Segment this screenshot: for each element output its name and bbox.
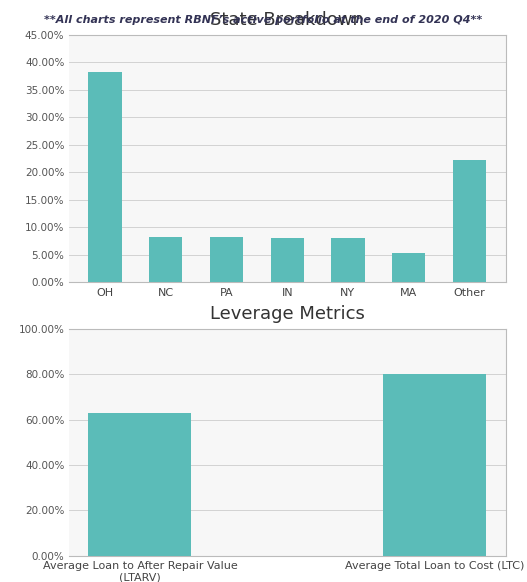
Title: Leverage Metrics: Leverage Metrics [210, 305, 365, 323]
Bar [392, 253, 425, 282]
Bar [383, 374, 486, 556]
Bar [89, 72, 122, 282]
Title: State Breakdown: State Breakdown [210, 11, 364, 29]
Bar [149, 237, 182, 282]
Bar [210, 237, 243, 282]
Text: **All charts represent RBNF’s active portfolio at the end of 2020 Q4**: **All charts represent RBNF’s active por… [44, 15, 483, 24]
Bar [89, 413, 191, 556]
Bar [331, 238, 365, 282]
Bar [453, 160, 486, 282]
Bar [270, 238, 304, 282]
